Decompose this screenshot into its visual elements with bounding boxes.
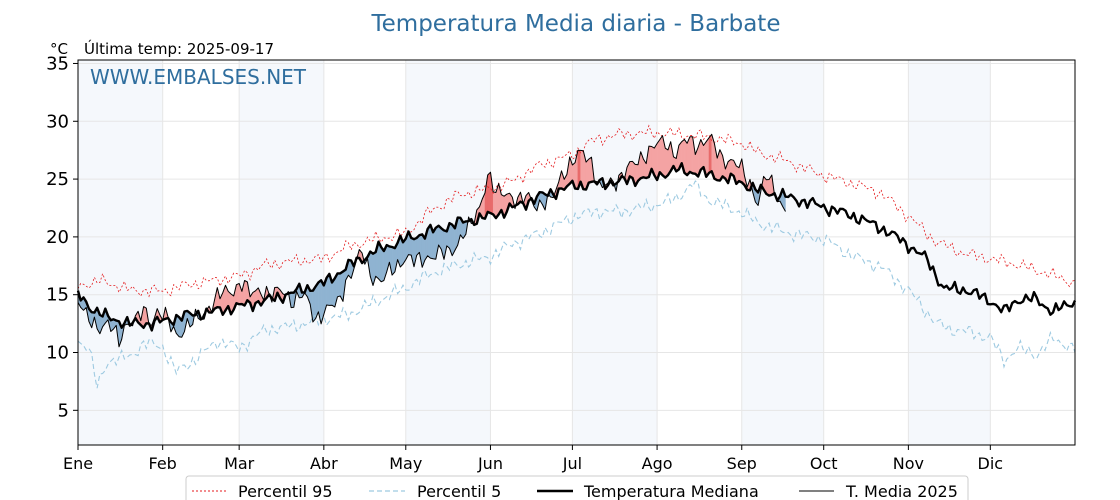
month-band [572,60,658,445]
month-band [78,60,163,445]
series-line-p95 [77,124,1076,298]
unit-label: °C [50,40,68,58]
y-tick-label: 20 [46,227,69,248]
last-temp-label: Última temp: 2025-09-17 [84,39,274,58]
legend-label-median: Temperatura Mediana [583,482,759,500]
chart-title: Temperatura Media diaria - Barbate [371,11,781,37]
y-tick-label: 35 [46,53,69,74]
y-tick-label: 25 [46,169,69,190]
x-tick-label: Jul [562,454,582,473]
y-tick-label: 15 [46,285,69,306]
fill-above-median [487,171,491,214]
legend-label-p5: Percentil 5 [417,482,501,500]
fill-below-median [391,246,396,276]
fill-above-median [236,283,240,305]
series-line-median [76,162,1077,332]
x-tick-label: May [389,454,422,473]
legend: Percentil 95 Percentil 5 Temperatura Med… [185,475,969,500]
x-tick-label: Feb [149,454,177,473]
x-tick-label: Mar [224,454,255,473]
plot-frame [77,59,1076,446]
legend-box [185,475,969,500]
x-tick-label: Dic [978,454,1004,473]
x-tick-label: Oct [810,454,838,473]
legend-label-p95: Percentil 95 [238,482,333,500]
month-bands [78,60,991,445]
x-tick-label: Sep [727,454,757,473]
fill-above-median [689,136,693,174]
fill-below-median [337,273,341,298]
y-axis-ticks: 5 10 15 20 25 30 35 [46,53,78,421]
fill-above-median [659,134,663,176]
fill-above-median [588,156,592,183]
y-tick-label: 10 [46,343,69,364]
fill-below-median [290,292,295,308]
series-line-current [77,133,786,348]
x-tick-label: Ago [642,454,673,473]
fill-below-median [380,246,385,283]
x-axis-ticks: Ene Feb Mar Abr May Jun Jul Ago Sep Oct Nov Dic [63,445,1003,473]
x-tick-label: Abr [310,454,338,473]
series-lines [76,124,1077,389]
x-tick-label: Ene [63,454,93,473]
x-tick-label: Nov [893,454,924,473]
x-tick-label: Jun [477,454,503,473]
watermark-text: WWW.EMBALSES.NET [90,65,307,89]
fill-above-median [684,138,688,176]
month-band [239,60,324,445]
legend-label-current: T. Media 2025 [845,482,958,500]
month-band [741,60,824,445]
fill-above-median [705,136,710,178]
y-tick-label: 5 [58,400,69,421]
y-tick-label: 30 [46,111,69,132]
series-line-p5 [77,180,1076,389]
fill-above-median [665,147,669,179]
